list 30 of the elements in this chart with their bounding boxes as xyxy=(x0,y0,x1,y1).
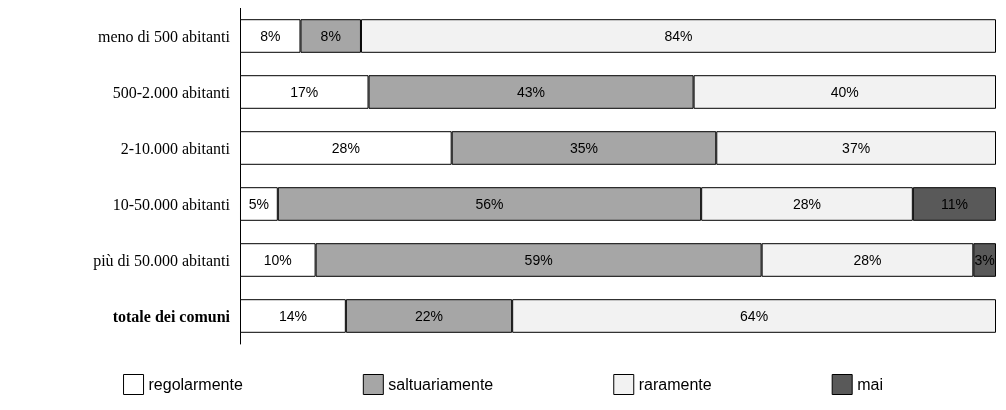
data-label: 28% xyxy=(331,140,360,156)
data-label: 56% xyxy=(475,196,504,212)
y-tick-label: totale dei comuni xyxy=(112,307,231,325)
legend-label: raramente xyxy=(638,376,712,393)
data-label: 3% xyxy=(974,252,995,268)
y-tick-label: 2-10.000 abitanti xyxy=(120,139,231,157)
data-label: 37% xyxy=(842,140,871,156)
data-label: 8% xyxy=(320,28,341,44)
data-label: 17% xyxy=(290,84,319,100)
data-label: 64% xyxy=(740,308,769,324)
data-label: 28% xyxy=(853,252,882,268)
data-label: 8% xyxy=(260,28,281,44)
legend-label: mai xyxy=(857,376,883,393)
data-label: 5% xyxy=(248,196,270,212)
data-label: 10% xyxy=(263,252,292,268)
data-label: 28% xyxy=(792,196,822,212)
data-label: 22% xyxy=(414,308,444,324)
data-label: 40% xyxy=(830,84,859,100)
data-label: 43% xyxy=(517,84,546,100)
data-label: 59% xyxy=(524,252,553,268)
y-tick-label: 500-2.000 abitanti xyxy=(112,83,231,101)
legend-label: saltuariamente xyxy=(388,376,494,393)
data-label: 35% xyxy=(569,140,598,156)
legend-label: regolarmente xyxy=(148,376,243,393)
y-tick-label: più di 50.000 abitanti xyxy=(93,251,231,270)
data-label: 11% xyxy=(940,196,968,212)
data-label: 84% xyxy=(664,28,693,44)
y-tick-label: meno di 500 abitanti xyxy=(98,27,231,45)
data-label: 14% xyxy=(278,308,307,324)
y-tick-label: 10-50.000 abitanti xyxy=(112,195,231,213)
